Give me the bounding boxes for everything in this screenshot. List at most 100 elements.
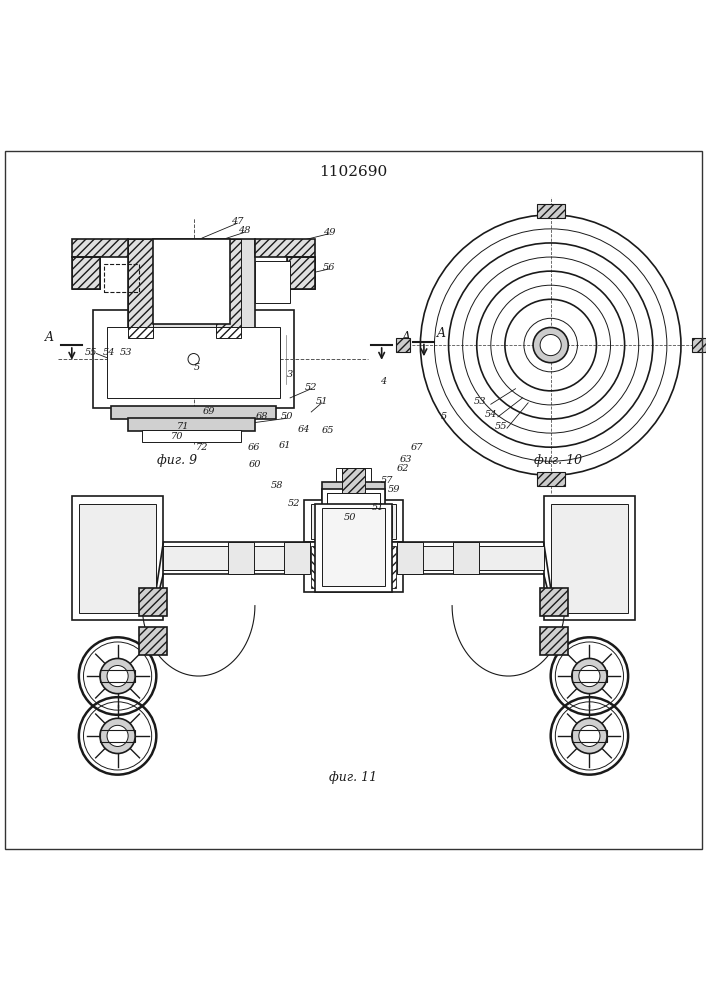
Bar	[255, 261, 290, 303]
Text: 68: 68	[256, 412, 268, 421]
Text: 48: 48	[238, 226, 250, 235]
Bar	[79, 504, 156, 613]
Bar	[100, 730, 135, 742]
Text: фиг. 9: фиг. 9	[158, 454, 197, 467]
Text: 65: 65	[322, 426, 334, 435]
Bar	[336, 468, 371, 528]
Text: фиг. 10: фиг. 10	[534, 454, 582, 467]
Text: 71: 71	[177, 422, 189, 431]
Text: 3: 3	[287, 370, 293, 379]
Text: 50: 50	[344, 513, 356, 522]
Text: 4: 4	[380, 377, 386, 386]
Bar	[322, 489, 385, 560]
Text: 70: 70	[171, 432, 184, 441]
Bar	[128, 418, 255, 431]
Text: 54: 54	[103, 348, 115, 357]
Text: A: A	[45, 331, 54, 344]
Bar	[110, 406, 276, 419]
Bar	[327, 493, 380, 556]
Circle shape	[572, 658, 607, 694]
Circle shape	[100, 658, 135, 694]
Circle shape	[107, 725, 128, 746]
Circle shape	[533, 327, 568, 363]
Text: 51: 51	[372, 503, 385, 512]
Circle shape	[345, 558, 362, 575]
Bar	[540, 588, 568, 616]
Text: 59: 59	[388, 485, 401, 494]
Text: 5: 5	[440, 412, 447, 421]
Bar	[341, 468, 366, 528]
Text: 53: 53	[474, 397, 486, 406]
Bar	[72, 257, 100, 289]
Text: A: A	[437, 327, 446, 340]
Bar	[128, 239, 255, 338]
Bar	[153, 239, 230, 324]
Bar	[163, 546, 315, 570]
Bar	[368, 506, 392, 537]
Text: 66: 66	[247, 443, 259, 452]
Text: 56: 56	[322, 263, 335, 272]
Bar	[327, 493, 380, 504]
Text: 1102690: 1102690	[320, 165, 387, 179]
Bar	[311, 546, 354, 588]
Bar	[385, 542, 551, 574]
Bar	[311, 504, 396, 539]
Text: 63: 63	[400, 455, 413, 464]
Circle shape	[579, 725, 600, 746]
Bar	[286, 257, 315, 289]
Circle shape	[572, 718, 607, 754]
Bar	[72, 257, 100, 289]
Bar	[396, 338, 410, 352]
Text: 67: 67	[411, 443, 423, 452]
Bar	[142, 430, 241, 442]
Circle shape	[188, 354, 199, 365]
Text: 53: 53	[119, 348, 132, 357]
Text: фиг. 11: фиг. 11	[329, 771, 378, 784]
Bar	[304, 542, 403, 592]
Text: 55: 55	[85, 348, 97, 357]
Bar	[315, 504, 392, 592]
Bar	[322, 508, 385, 586]
Bar	[397, 542, 423, 574]
Text: 72: 72	[196, 443, 209, 452]
Text: 50: 50	[281, 412, 293, 421]
Bar	[537, 204, 565, 218]
Bar	[284, 542, 310, 574]
Text: 54: 54	[484, 410, 497, 419]
Text: A: A	[402, 331, 411, 344]
Text: 64: 64	[298, 425, 310, 434]
Bar	[304, 500, 403, 542]
Bar	[103, 264, 139, 292]
Bar	[392, 546, 544, 570]
Bar	[286, 257, 315, 289]
Bar	[72, 239, 128, 257]
Text: 57: 57	[381, 476, 394, 485]
Text: 52: 52	[305, 383, 317, 392]
Circle shape	[100, 718, 135, 754]
Bar	[551, 504, 628, 613]
Bar	[93, 310, 293, 408]
Bar	[315, 506, 339, 537]
Bar	[572, 730, 607, 742]
Text: 58: 58	[271, 481, 284, 490]
Bar	[107, 327, 279, 398]
Bar	[216, 239, 241, 338]
Bar	[691, 338, 706, 352]
Bar	[228, 542, 254, 574]
Bar	[322, 482, 385, 500]
Bar	[100, 670, 135, 682]
Bar	[453, 542, 479, 574]
Circle shape	[540, 335, 561, 356]
Bar	[139, 627, 167, 655]
Text: 5: 5	[194, 363, 200, 372]
Bar	[156, 542, 322, 574]
Text: 69: 69	[203, 407, 216, 416]
Text: 55: 55	[495, 422, 508, 431]
Bar	[540, 627, 568, 655]
Bar	[544, 496, 635, 620]
Text: 60: 60	[249, 460, 261, 469]
Text: 62: 62	[397, 464, 409, 473]
Bar	[139, 588, 167, 616]
Bar	[128, 239, 153, 338]
Bar	[354, 546, 396, 588]
